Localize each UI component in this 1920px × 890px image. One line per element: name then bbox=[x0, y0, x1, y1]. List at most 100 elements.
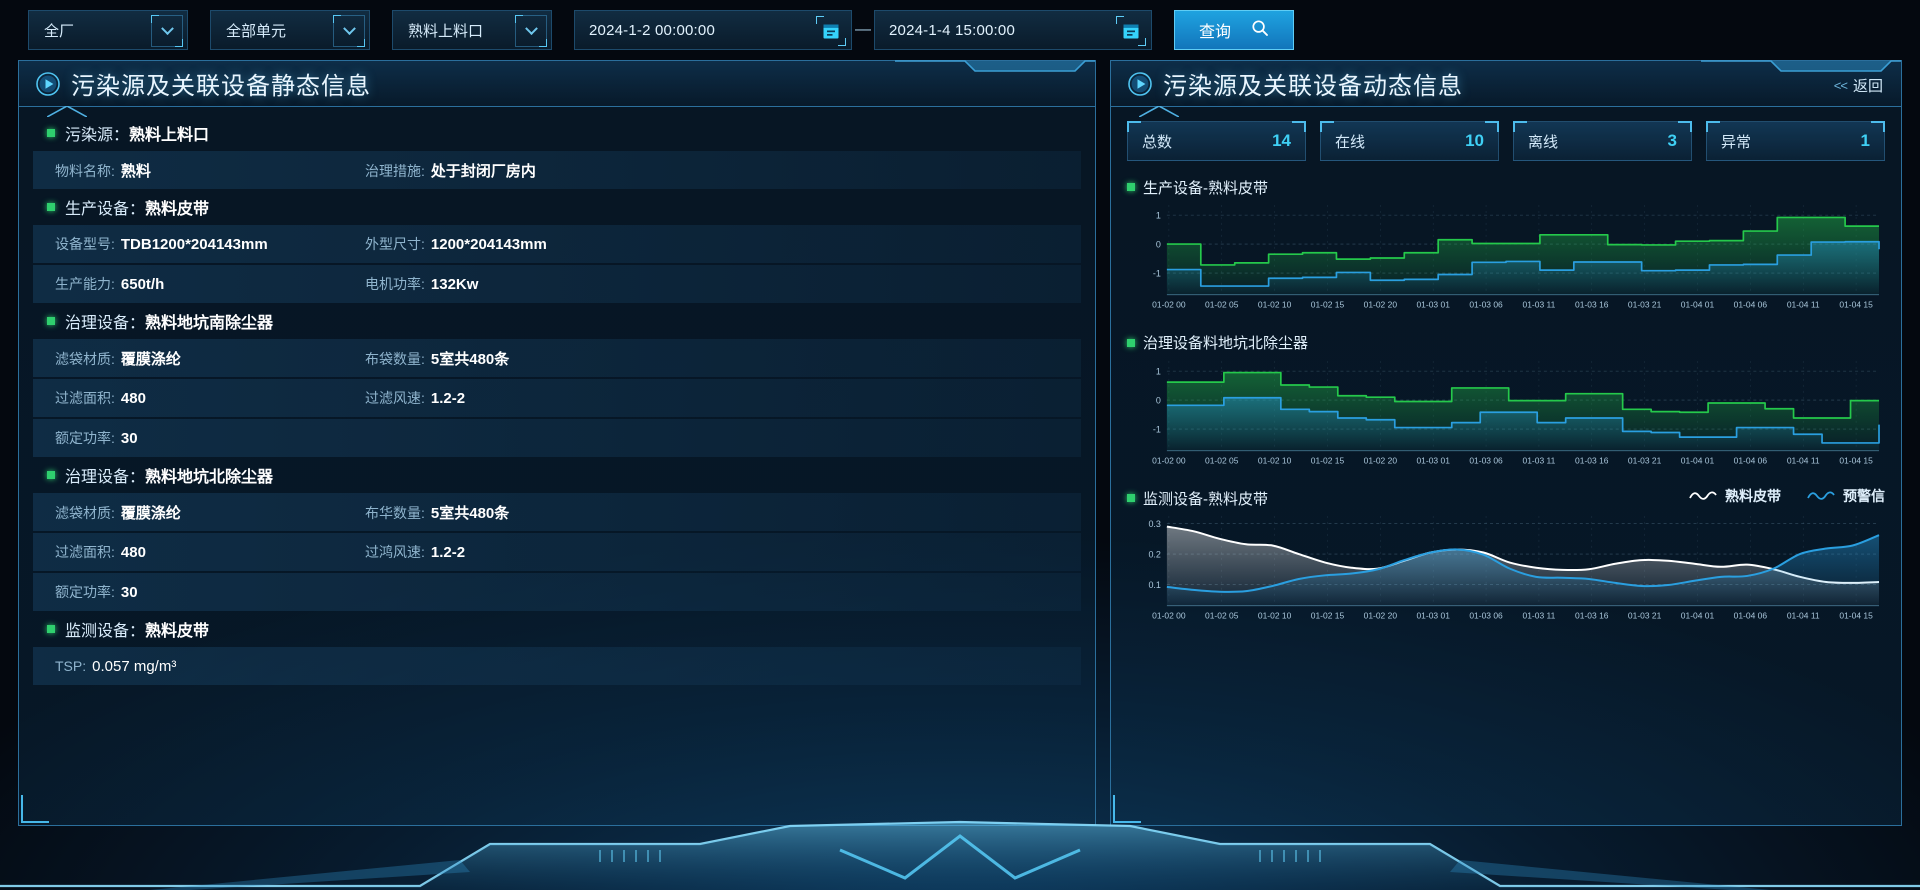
chevron-down-icon[interactable] bbox=[333, 15, 365, 47]
chart-plot: 0.3 0.2 0.1 01-02 00 01-02 05 01-02 10 01-02 1… bbox=[1148, 516, 1880, 621]
x-tick-label: 01-02 00 bbox=[1152, 300, 1186, 310]
x-tick-label: 01-04 11 bbox=[1787, 611, 1820, 621]
x-tick-label: 01-02 05 bbox=[1205, 611, 1239, 621]
back-button[interactable]: << 返回 bbox=[1834, 75, 1883, 96]
spec-cell: 布华数量: 5室共480条 bbox=[365, 502, 509, 523]
spec-value: 30 bbox=[120, 430, 138, 447]
x-tick-label: 01-03 11 bbox=[1523, 300, 1556, 310]
spec-value: 650t/h bbox=[120, 276, 165, 293]
unit-select[interactable]: 全部单元 bbox=[210, 10, 370, 50]
x-tick-label: 01-02 20 bbox=[1364, 455, 1398, 465]
spec-cell: 滤袋材质: 覆膜涤纶 bbox=[55, 348, 365, 369]
legend-wave-icon bbox=[1807, 491, 1835, 501]
status-card[interactable]: 在线 10 bbox=[1320, 121, 1499, 161]
x-tick-label: 01-04 01 bbox=[1681, 611, 1715, 621]
y-tick-label: 0.1 bbox=[1148, 580, 1160, 590]
series-line bbox=[1166, 396, 1880, 444]
spec-row: 过滤面积: 480 过鸿风速: 1.2-2 bbox=[33, 533, 1081, 571]
x-tick-label: 01-02 05 bbox=[1205, 455, 1239, 465]
legend-item[interactable]: 熟料皮带 bbox=[1689, 486, 1781, 506]
spec-cell: 额定功率: 30 bbox=[55, 582, 365, 602]
spec-cell: 电机功率: 132Kw bbox=[365, 274, 478, 294]
x-tick-label: 01-04 06 bbox=[1734, 455, 1768, 465]
status-card-value: 3 bbox=[1667, 131, 1677, 150]
spec-value: 覆膜涤纶 bbox=[120, 504, 181, 522]
chart-title: 治理设备料地坑北除尘器 bbox=[1143, 335, 1309, 353]
status-square-icon bbox=[1127, 183, 1135, 191]
status-card-value: 1 bbox=[1860, 131, 1870, 150]
spec-key: 电机功率: bbox=[365, 276, 425, 292]
date-start-input[interactable]: 2024-1-2 00:00:00 bbox=[574, 10, 852, 50]
x-tick-label: 01-02 20 bbox=[1364, 300, 1398, 310]
x-tick-label: 01-03 11 bbox=[1523, 455, 1556, 465]
status-summary-cards: 总数 14 在线 10 离线 3 异常 1 bbox=[1127, 121, 1885, 161]
legend-label: 熟料皮带 bbox=[1725, 488, 1781, 505]
static-info-panel: 污染源及关联设备静态信息 污染源：熟料上料口 物料名称: 熟料 治理措施: 处于封闭厂房… bbox=[18, 60, 1096, 826]
dynamic-info-panel-header: 污染源及关联设备动态信息 << 返回 bbox=[1111, 60, 1901, 117]
spec-value: 5室共480条 bbox=[430, 504, 510, 522]
y-tick-label: -1 bbox=[1153, 424, 1161, 434]
status-card[interactable]: 异常 1 bbox=[1706, 121, 1885, 161]
series-line bbox=[1166, 216, 1880, 266]
spec-value: 0.057 mg/m³ bbox=[92, 657, 177, 675]
spec-cell: 过滤面积: 480 bbox=[55, 388, 365, 408]
legend-label: 预警信 bbox=[1843, 488, 1885, 505]
spec-key: 布华数量: bbox=[365, 504, 425, 521]
status-card[interactable]: 离线 3 bbox=[1513, 121, 1692, 161]
spec-key: 过鸿风速: bbox=[365, 544, 425, 560]
x-tick-label: 01-03 06 bbox=[1469, 611, 1503, 621]
spec-row: 生产能力: 650t/h 电机功率: 132Kw bbox=[33, 265, 1081, 303]
x-tick-label: 01-03 06 bbox=[1469, 300, 1503, 310]
spec-value: 132Kw bbox=[430, 276, 479, 293]
chart-plot: 1 0 -1 01-02 00 01-02 05 01-02 10 01-02 15 01-0… bbox=[1152, 360, 1880, 465]
query-button[interactable]: 查询 bbox=[1174, 10, 1294, 50]
plant-select[interactable]: 全厂 bbox=[28, 10, 188, 50]
status-card[interactable]: 总数 14 bbox=[1127, 121, 1306, 161]
spec-cell: 过滤风速: 1.2-2 bbox=[365, 388, 465, 408]
x-tick-label: 01-03 11 bbox=[1523, 611, 1556, 621]
spec-key: TSP: bbox=[55, 657, 87, 674]
chevron-down-icon[interactable] bbox=[515, 15, 547, 47]
static-info-list: 污染源：熟料上料口 物料名称: 熟料 治理措施: 处于封闭厂房内 生产设备：熟料皮带 设备型… bbox=[19, 107, 1095, 685]
chart-block: 监测设备-熟料皮带 熟料皮带 预警信 0.3 0.2 0.1 01-02 00 01-02 0… bbox=[1127, 486, 1885, 628]
spec-cell: 生产能力: 650t/h bbox=[55, 274, 365, 294]
chart-plot: 1 0 -1 01-02 00 01-02 05 01-02 10 01-02 15 01-0… bbox=[1152, 204, 1880, 310]
source-select[interactable]: 熟料上料口 bbox=[392, 10, 552, 50]
spec-key: 布袋数量: bbox=[365, 350, 425, 367]
x-tick-label: 01-04 15 bbox=[1839, 611, 1873, 621]
x-tick-label: 01-04 01 bbox=[1681, 455, 1715, 465]
y-tick-label: -1 bbox=[1153, 269, 1161, 279]
x-tick-label: 01-02 20 bbox=[1364, 611, 1398, 621]
chevron-down-icon[interactable] bbox=[151, 15, 183, 47]
equipment-group-label: 生产设备：熟料皮带 bbox=[65, 201, 210, 218]
legend-item[interactable]: 预警信 bbox=[1807, 486, 1885, 506]
calendar-icon[interactable] bbox=[816, 16, 846, 46]
x-tick-label: 01-03 21 bbox=[1628, 611, 1662, 621]
y-tick-label: 0 bbox=[1156, 240, 1161, 250]
spec-key: 过滤面积: bbox=[55, 390, 115, 406]
series-line bbox=[1166, 534, 1880, 594]
chart-header: 监测设备-熟料皮带 熟料皮带 预警信 bbox=[1127, 486, 1885, 510]
header-notch-decoration bbox=[895, 60, 1095, 72]
equipment-group-header: 治理设备：熟料地坑北除尘器 bbox=[33, 459, 1081, 491]
status-card-value: 14 bbox=[1272, 131, 1291, 150]
spec-value: 处于封闭厂房内 bbox=[430, 162, 536, 180]
spec-value: 熟料 bbox=[120, 162, 151, 180]
date-end-value: 2024-1-4 15:00:00 bbox=[889, 21, 1016, 39]
equipment-group-label: 监测设备：熟料皮带 bbox=[65, 623, 210, 640]
status-square-icon bbox=[47, 317, 55, 325]
play-circle-icon bbox=[1127, 71, 1153, 97]
chart-header: 治理设备料地坑北除尘器 bbox=[1127, 331, 1885, 355]
spec-key: 外型尺寸: bbox=[365, 236, 425, 252]
x-tick-label: 01-03 21 bbox=[1628, 455, 1662, 465]
series-line bbox=[1166, 526, 1880, 585]
header-chevron-decoration bbox=[1139, 106, 1179, 117]
calendar-icon[interactable] bbox=[1116, 16, 1146, 46]
x-tick-label: 01-04 01 bbox=[1681, 300, 1715, 310]
search-icon bbox=[1251, 19, 1269, 42]
spec-value: 1.2-2 bbox=[430, 544, 466, 561]
date-end-input[interactable]: 2024-1-4 15:00:00 bbox=[874, 10, 1152, 50]
spec-cell: 过滤面积: 480 bbox=[55, 542, 365, 562]
header-notch-decoration bbox=[1701, 60, 1901, 72]
